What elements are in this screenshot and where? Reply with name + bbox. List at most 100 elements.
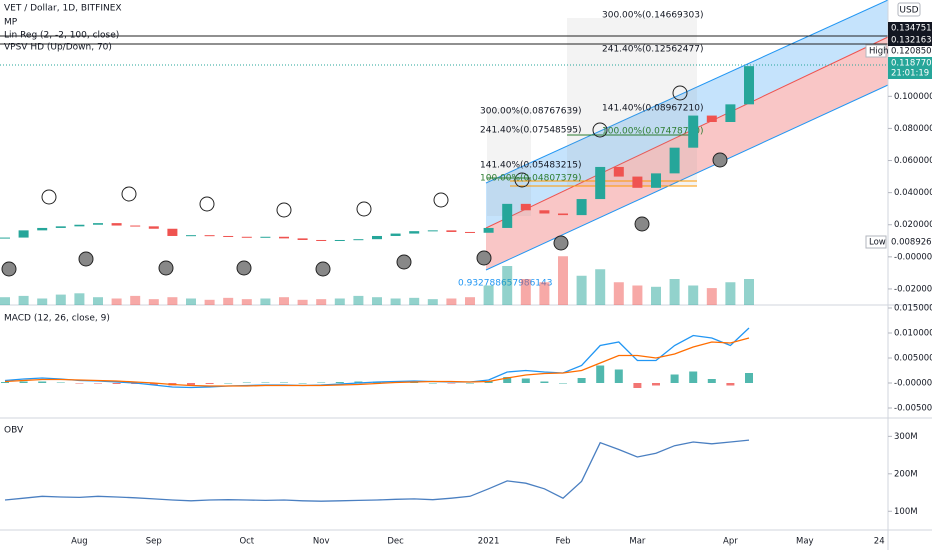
candle: [93, 223, 103, 225]
volume-bar: [669, 279, 680, 305]
candle: [446, 230, 457, 232]
histogram-bar: [1, 382, 9, 383]
y-tick-label: 0.04000000: [894, 188, 932, 198]
candle: [539, 210, 550, 214]
low-tag: [865, 235, 887, 249]
candle: [409, 231, 420, 234]
volume-bar: [297, 299, 308, 305]
candle: [651, 173, 661, 188]
pane-title: OBV: [4, 426, 24, 436]
histogram-bar: [242, 382, 251, 383]
candle: [186, 235, 196, 237]
x-tick-label: 2021: [478, 537, 500, 547]
candle: [37, 227, 48, 231]
candle: [502, 203, 513, 228]
y-tick-label: -0.02000000: [894, 284, 932, 294]
fib-label: 300.00%(0.08767639): [480, 107, 581, 117]
candle: [595, 166, 606, 200]
y-tick-label: 0.08000000: [894, 124, 932, 134]
currency: USD: [899, 6, 918, 16]
histogram-bar: [484, 381, 493, 383]
fib-label: 241.40%(0.07548595): [480, 126, 581, 136]
last-price: 0.11877000: [891, 59, 932, 69]
series-line: [4, 327, 750, 389]
low-label: Low: [869, 238, 886, 248]
volume-bar: [204, 299, 215, 305]
candle: [613, 166, 624, 177]
candle: [0, 237, 10, 239]
high-label: High: [869, 47, 889, 57]
y-tick-label: 0.01500000: [894, 304, 932, 314]
histogram-bar: [149, 383, 158, 385]
candle: [465, 231, 475, 233]
volume-bar: [74, 293, 85, 305]
volume-bar: [316, 299, 327, 305]
level-label: 0.13216397: [891, 36, 932, 46]
histogram-bar: [317, 382, 326, 383]
candle: [558, 213, 568, 216]
volume-bar: [223, 297, 234, 305]
currency-box[interactable]: [897, 2, 921, 17]
candle: [483, 227, 494, 233]
channel-upper: [486, 0, 888, 228]
histogram-bar: [428, 383, 437, 384]
volume-bar: [465, 297, 475, 305]
volume-bar: [18, 295, 29, 305]
volume-bar: [353, 295, 364, 305]
candle: [688, 115, 699, 148]
candle: [223, 235, 234, 237]
histogram-bar: [614, 369, 623, 383]
x-tick-label: May: [796, 537, 814, 547]
fib-label: 100.00%(0.07478770): [602, 127, 703, 137]
pane-title: MACD (12, 26, close, 9): [4, 314, 110, 324]
volume-bar: [539, 282, 550, 305]
candle: [260, 236, 271, 238]
histogram-bar: [707, 379, 716, 383]
x-tick-label: Apr: [723, 537, 738, 547]
candle: [744, 66, 754, 105]
y-tick-label: 100M: [894, 507, 918, 517]
candle: [167, 228, 178, 236]
x-tick-label: Oct: [239, 537, 254, 547]
volume-bar: [93, 297, 103, 305]
y-tick-label: 0.01000000: [894, 329, 932, 339]
histogram-bar: [354, 381, 363, 383]
volume-bar: [372, 297, 382, 305]
level-tag: [888, 34, 932, 46]
indicator-label: Lin Reg (2, -2, 100, close): [4, 31, 119, 41]
y-tick-label: -0.00500000: [894, 404, 932, 414]
candle: [353, 239, 364, 241]
fib-box: [487, 108, 531, 216]
histogram-bar: [596, 365, 605, 383]
series-line: [4, 337, 750, 387]
histogram-bar: [633, 383, 642, 388]
histogram-bar: [335, 382, 344, 383]
histogram-bar: [689, 371, 698, 383]
histogram-bar: [521, 378, 530, 383]
candle: [130, 225, 141, 227]
fib-label: 141.40%(0.05483215): [480, 161, 581, 171]
volume-bar: [55, 294, 66, 305]
histogram-bar: [75, 383, 84, 384]
candle: [520, 203, 531, 211]
x-tick-label: Mar: [629, 537, 646, 547]
histogram-bar: [745, 373, 753, 383]
volume-bar: [576, 275, 587, 305]
level-tag: [888, 22, 932, 34]
symbol-title: VET / Dollar, 1D, BITFINEX: [4, 4, 122, 14]
candle: [279, 236, 289, 239]
x-tick-label: Sep: [146, 537, 162, 547]
volume-bar: [409, 297, 420, 305]
histogram-bar: [670, 374, 679, 383]
candle: [725, 104, 736, 122]
candle: [316, 239, 327, 241]
volume-bar: [725, 282, 736, 305]
volume-bar: [241, 299, 252, 305]
volume-bar: [260, 298, 271, 305]
volume-bar: [130, 295, 141, 305]
x-tick-label: Feb: [555, 537, 570, 547]
y-tick-label: 0.02000000: [894, 220, 932, 230]
volume-bar: [334, 298, 345, 305]
volume-bar: [520, 279, 531, 305]
histogram-bar: [224, 383, 233, 384]
